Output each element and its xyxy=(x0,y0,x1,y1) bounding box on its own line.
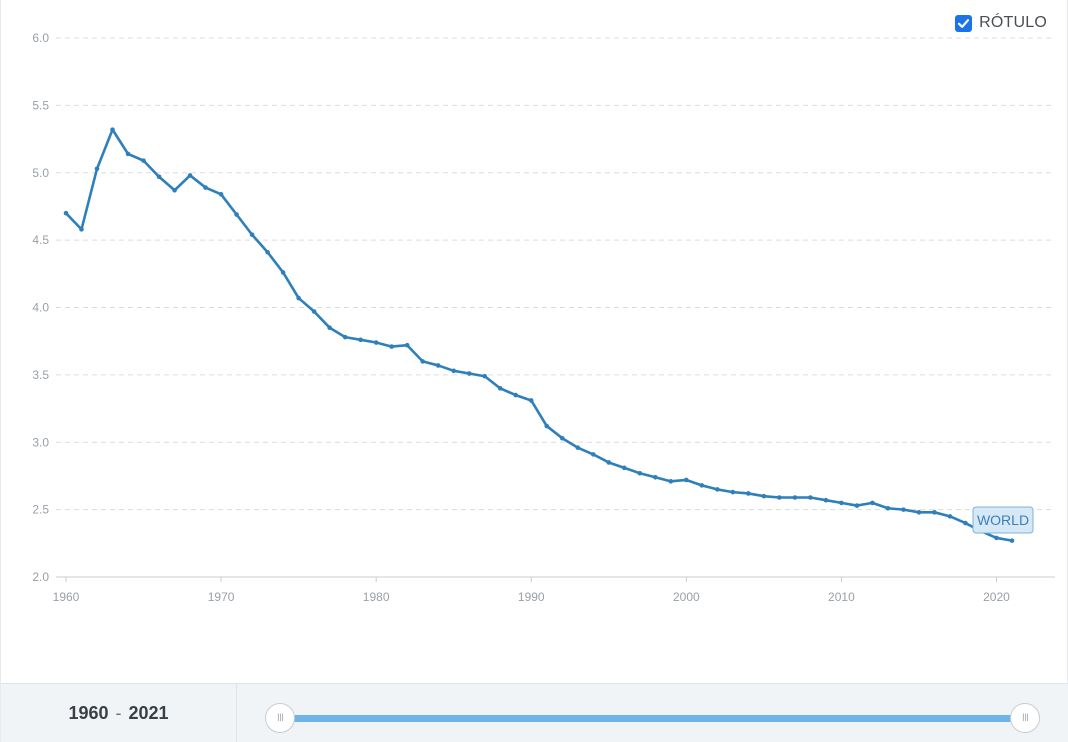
data-point[interactable] xyxy=(249,232,255,238)
data-point[interactable] xyxy=(777,495,782,500)
time-range-bar: 1960 - 2021 III III xyxy=(1,683,1068,742)
series-label-world: WORLD xyxy=(977,512,1029,528)
data-point[interactable] xyxy=(63,210,69,216)
series-label-box xyxy=(972,506,1034,534)
data-point[interactable] xyxy=(916,510,922,515)
data-point[interactable] xyxy=(901,507,906,512)
line-chart: 2.0 2.5 3.0 3.5 4.0 4.5 5.0 5.5 6.0 1960 1970 1980 1… xyxy=(32,31,1055,604)
data-point[interactable] xyxy=(730,489,736,495)
data-point[interactable] xyxy=(653,474,658,480)
data-point[interactable] xyxy=(839,500,844,506)
data-point[interactable] xyxy=(172,187,177,193)
y-tick-label: 6.0 xyxy=(32,31,49,45)
data-point[interactable] xyxy=(234,212,239,217)
data-point[interactable] xyxy=(637,470,643,476)
data-point[interactable] xyxy=(684,477,689,483)
data-point[interactable] xyxy=(497,386,503,391)
checkbox-checked-icon[interactable] xyxy=(955,14,973,32)
data-point[interactable] xyxy=(808,495,813,500)
data-point[interactable] xyxy=(932,510,937,515)
data-point[interactable] xyxy=(699,483,705,488)
data-point[interactable] xyxy=(870,500,875,506)
grip-icon: III xyxy=(276,712,284,724)
data-point[interactable] xyxy=(373,340,379,345)
x-tick-label: 2020 xyxy=(983,590,1010,604)
data-point[interactable] xyxy=(947,514,953,519)
data-point[interactable] xyxy=(79,227,84,232)
range-start-handle[interactable]: III xyxy=(265,703,295,733)
y-tick-label: 3.5 xyxy=(32,368,49,382)
data-point[interactable] xyxy=(311,309,317,314)
data-point[interactable] xyxy=(156,174,162,180)
data-point[interactable] xyxy=(187,173,193,178)
data-point[interactable] xyxy=(404,342,410,348)
data-point[interactable] xyxy=(141,158,146,163)
data-point[interactable] xyxy=(125,151,131,157)
y-tick-label: 4.0 xyxy=(32,301,49,315)
data-point[interactable] xyxy=(218,192,224,197)
y-tick-label: 3.0 xyxy=(32,435,49,449)
data-point[interactable] xyxy=(544,423,550,429)
data-point[interactable] xyxy=(265,249,270,255)
data-point[interactable] xyxy=(280,270,286,275)
series-line-world xyxy=(64,128,1014,542)
data-point[interactable] xyxy=(575,445,581,450)
data-point[interactable] xyxy=(389,344,394,349)
data-point[interactable] xyxy=(435,363,441,368)
data-point[interactable] xyxy=(358,337,363,343)
data-point[interactable] xyxy=(296,295,301,301)
data-point[interactable] xyxy=(420,359,425,364)
data-point[interactable] xyxy=(854,503,860,508)
data-point[interactable] xyxy=(715,487,720,492)
data-point[interactable] xyxy=(94,166,100,172)
year-range-label: 1960 - 2021 xyxy=(1,684,237,742)
data-point[interactable] xyxy=(110,127,115,132)
data-point[interactable] xyxy=(963,520,968,526)
x-tick-label: 2010 xyxy=(828,590,855,604)
data-point[interactable] xyxy=(668,479,674,484)
data-point[interactable] xyxy=(590,452,596,457)
y-tick-label: 2.0 xyxy=(32,570,49,584)
x-tick-label: 1980 xyxy=(363,590,390,604)
data-point[interactable] xyxy=(994,535,999,541)
data-point[interactable] xyxy=(792,495,798,500)
data-point[interactable] xyxy=(823,497,829,503)
data-point[interactable] xyxy=(746,491,751,496)
y-tick-label: 5.0 xyxy=(32,166,49,180)
range-start: 1960 xyxy=(68,702,109,723)
grip-icon: III xyxy=(1021,712,1029,724)
data-point[interactable] xyxy=(513,392,519,398)
y-tick-label: 5.5 xyxy=(32,98,49,112)
range-end-handle[interactable]: III xyxy=(1010,703,1040,733)
data-point[interactable] xyxy=(885,505,891,511)
x-tick-label: 1960 xyxy=(53,590,80,604)
data-point[interactable] xyxy=(203,185,208,190)
data-point[interactable] xyxy=(761,493,767,499)
range-slider-track[interactable] xyxy=(280,715,1025,722)
y-tick-label: 4.5 xyxy=(32,233,49,247)
data-point[interactable] xyxy=(1009,538,1015,543)
data-point[interactable] xyxy=(621,465,627,471)
data-point[interactable] xyxy=(482,373,488,379)
data-point[interactable] xyxy=(466,371,472,376)
range-end: 2021 xyxy=(128,702,169,723)
data-point[interactable] xyxy=(451,368,457,374)
data-point[interactable] xyxy=(559,435,565,441)
range-separator: - xyxy=(115,702,122,723)
data-point[interactable] xyxy=(327,325,332,331)
x-tick-label: 2000 xyxy=(673,590,700,604)
x-tick-label: 1990 xyxy=(518,590,545,604)
x-tick-label: 1970 xyxy=(208,590,235,604)
legend-label: RÓTULO xyxy=(979,14,1047,31)
data-point[interactable] xyxy=(528,398,534,403)
data-point[interactable] xyxy=(342,334,348,340)
legend-toggle[interactable]: RÓTULO xyxy=(955,14,1047,32)
y-tick-label: 2.5 xyxy=(32,503,49,517)
data-point[interactable] xyxy=(606,460,612,465)
